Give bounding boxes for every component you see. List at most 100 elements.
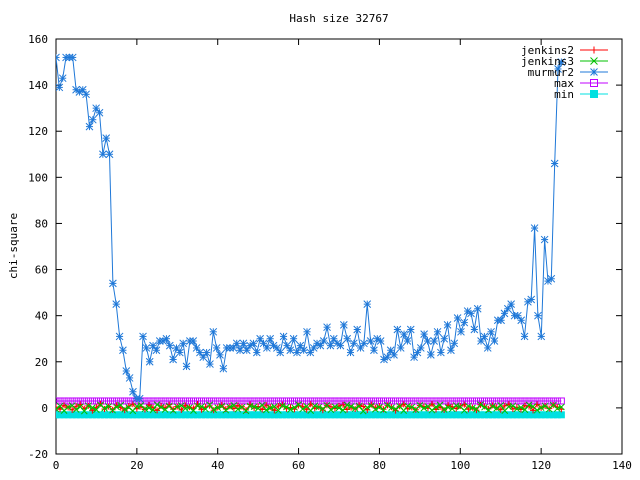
data-point	[283, 403, 290, 411]
data-point	[80, 397, 88, 405]
data-point	[520, 332, 529, 341]
data-point	[470, 325, 479, 334]
data-point	[550, 159, 559, 168]
data-point	[404, 402, 412, 410]
data-point	[99, 150, 107, 159]
data-point	[355, 402, 363, 410]
data-point	[473, 304, 482, 313]
data-point	[262, 406, 270, 414]
data-point	[149, 397, 157, 405]
data-point	[157, 403, 165, 411]
data-point	[93, 406, 100, 414]
data-point	[335, 404, 343, 412]
x-tick-label: 100	[450, 459, 470, 472]
data-point	[430, 337, 439, 345]
data-point	[383, 353, 392, 362]
data-point	[481, 403, 488, 411]
data-point	[547, 274, 556, 283]
data-point	[161, 397, 169, 405]
data-point	[368, 401, 375, 408]
data-point	[68, 53, 77, 62]
data-point	[88, 115, 97, 124]
data-point	[270, 397, 278, 405]
legend-label-max: max	[554, 77, 574, 90]
data-point	[350, 339, 358, 348]
data-point	[198, 397, 206, 405]
data-point	[420, 330, 428, 338]
data-point	[266, 334, 275, 343]
data-point	[507, 300, 516, 308]
data-point	[154, 407, 161, 414]
y-tick-label: 80	[35, 217, 48, 230]
data-point	[190, 407, 197, 415]
data-point	[311, 402, 319, 410]
data-point	[590, 68, 598, 76]
data-point	[553, 405, 561, 412]
data-point	[258, 401, 266, 409]
data-point	[363, 300, 372, 308]
data-point	[490, 337, 499, 345]
data-point	[85, 122, 94, 131]
data-point	[404, 397, 412, 405]
series-line-murmur2	[56, 56, 562, 400]
data-point	[291, 404, 298, 411]
data-point	[448, 405, 456, 413]
data-point	[125, 374, 134, 382]
data-point	[169, 397, 177, 405]
data-point	[299, 405, 306, 413]
data-point	[101, 397, 109, 405]
data-point	[214, 397, 222, 405]
data-point	[472, 397, 480, 405]
data-point	[558, 403, 565, 411]
data-point	[252, 348, 261, 357]
data-point	[416, 344, 425, 352]
data-point	[408, 403, 416, 411]
data-point	[95, 108, 104, 117]
data-point	[485, 397, 493, 405]
data-point	[346, 348, 355, 357]
data-point	[503, 304, 512, 313]
data-point	[198, 406, 205, 413]
data-point	[590, 46, 598, 54]
data-point	[306, 348, 315, 357]
data-point	[477, 337, 485, 345]
data-point	[88, 397, 96, 405]
x-tick-label: 40	[211, 459, 224, 472]
data-point	[379, 397, 387, 405]
data-point	[477, 401, 484, 409]
data-point	[509, 397, 517, 405]
data-point	[416, 401, 424, 409]
data-point	[109, 397, 117, 405]
data-point	[590, 57, 598, 65]
data-point	[447, 346, 455, 355]
data-point	[177, 402, 185, 409]
data-point	[259, 339, 268, 348]
series-murmur2	[56, 53, 566, 403]
data-point	[534, 311, 542, 320]
data-point	[56, 397, 60, 405]
data-point	[323, 323, 331, 332]
data-point	[386, 346, 395, 355]
data-point	[56, 397, 64, 405]
data-point	[250, 397, 258, 405]
data-point	[311, 397, 319, 405]
data-point	[440, 397, 448, 405]
data-point	[210, 397, 218, 405]
y-tick-label: 20	[35, 356, 48, 369]
data-point	[513, 397, 521, 405]
data-point	[56, 83, 64, 92]
x-tick-label: 120	[531, 459, 551, 472]
data-point	[450, 339, 459, 348]
data-point	[307, 407, 315, 415]
data-point	[517, 404, 525, 411]
y-tick-label: 40	[35, 310, 48, 323]
data-point	[286, 346, 295, 355]
data-point	[242, 397, 250, 405]
data-point	[371, 397, 379, 405]
data-point	[497, 401, 505, 409]
data-point	[467, 309, 475, 318]
data-point	[206, 360, 214, 368]
data-point	[173, 403, 181, 411]
data-point	[468, 397, 476, 405]
